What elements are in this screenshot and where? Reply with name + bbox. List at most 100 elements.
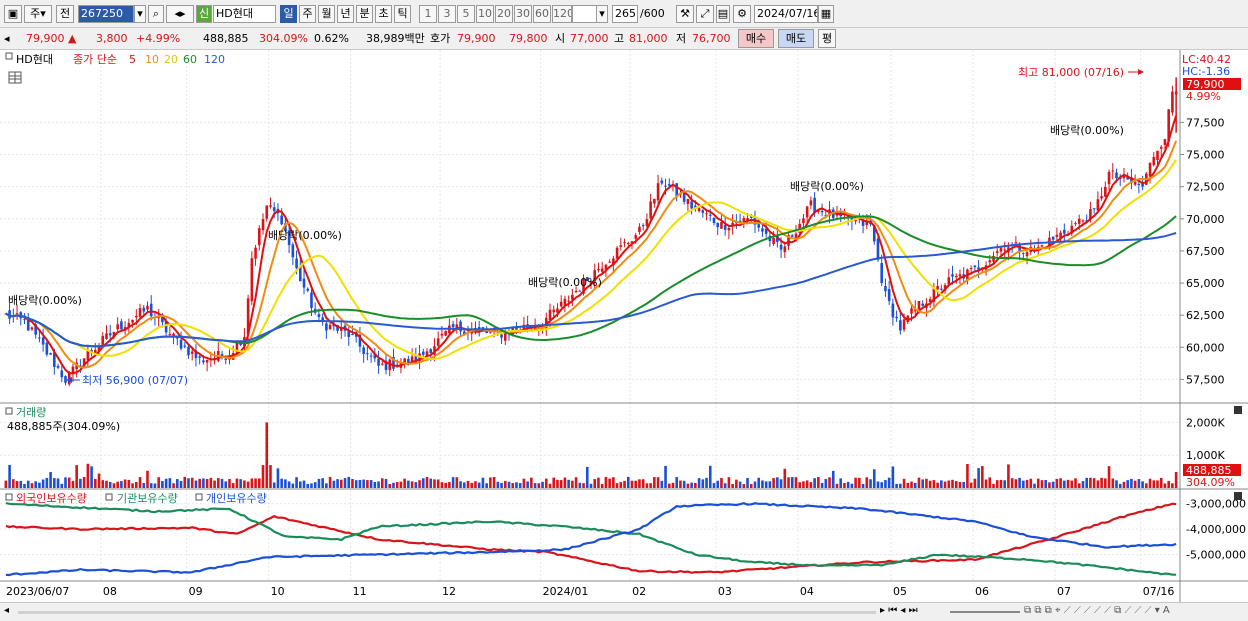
- volume-bar-24: [94, 479, 97, 488]
- candle-body-30: [116, 324, 119, 330]
- volume-bar-155: [582, 483, 585, 488]
- candle-body-268: [1003, 249, 1006, 251]
- date-input[interactable]: 2024/07/16: [754, 5, 818, 23]
- period-button-1[interactable]: 주: [299, 5, 316, 23]
- volume-bar-26: [101, 480, 105, 488]
- period-button-5[interactable]: 초: [375, 5, 392, 23]
- stock-name-field[interactable]: HD현대: [213, 5, 276, 23]
- volume-bar-71: [269, 465, 272, 488]
- holdings-tick-0: -3,000,000: [1186, 498, 1246, 511]
- candle-body-39: [149, 303, 153, 317]
- high-label: 고: [614, 32, 625, 45]
- period-button-6[interactable]: 틱: [394, 5, 411, 23]
- period-button-2[interactable]: 월: [318, 5, 335, 23]
- volume-bar-64: [243, 480, 246, 488]
- interval-button-3[interactable]: 3: [438, 5, 456, 23]
- candle-body-180: [675, 183, 679, 196]
- candle-body-71: [269, 205, 272, 207]
- foreign-holdings-line: [5, 502, 1177, 574]
- volume-bar-183: [686, 483, 690, 488]
- price-tick-8: 77,500: [1186, 116, 1225, 129]
- scroll-left-icon[interactable]: ◂: [4, 605, 10, 616]
- prev-button[interactable]: 전: [56, 5, 74, 23]
- low-price: 76,700: [692, 32, 731, 45]
- average-button[interactable]: 평: [818, 29, 836, 48]
- period-type-select[interactable]: 주▾: [24, 5, 52, 23]
- interval-button-120[interactable]: 120: [552, 5, 572, 23]
- chart-tools-icon[interactable]: ⚒: [676, 5, 694, 23]
- volume-bar-4: [19, 480, 23, 488]
- volume-bar-228: [854, 477, 857, 488]
- candle-body-123: [462, 331, 466, 336]
- interval-button-10[interactable]: 10: [476, 5, 494, 23]
- volume-bar-87: [328, 476, 332, 488]
- credit-badge: 신: [196, 5, 212, 23]
- scroll-track[interactable]: [18, 611, 876, 614]
- low-label: 저: [676, 32, 687, 45]
- period-button-4[interactable]: 분: [356, 5, 373, 23]
- candle-body-206: [772, 237, 775, 244]
- volume-bar-272: [1018, 477, 1021, 488]
- code-dropdown-icon[interactable]: ▾: [134, 5, 146, 23]
- zoom-slider[interactable]: [950, 611, 1020, 613]
- candle-body-231: [865, 221, 869, 226]
- window-icon[interactable]: ▣: [4, 5, 22, 23]
- save-icon[interactable]: ▤: [716, 5, 730, 23]
- candle-body-3: [15, 313, 19, 315]
- candle-body-6: [26, 316, 30, 331]
- unused-dropdown-icon[interactable]: ▾: [596, 5, 608, 23]
- scrollbar[interactable]: ◂ ▸ ⏮ ◂ ⏭ ⧉ ⧉ ⧉ ⌖ ⟋ ⟋ ⟋ ⟋ ⟋ ⧉ ⟋ ⟋ ⟋ ▾ A: [0, 602, 1248, 621]
- candle-body-12: [49, 353, 52, 355]
- interval-button-60[interactable]: 60: [533, 5, 551, 23]
- volume-title: 거래량: [16, 406, 46, 419]
- candle-body-312: [1167, 109, 1170, 142]
- scroll-controls[interactable]: ▸ ⏮ ◂ ⏭: [880, 605, 918, 616]
- open-label: 시: [555, 32, 566, 45]
- code-input[interactable]: 267250: [78, 5, 134, 23]
- volume-bar-112: [421, 478, 425, 488]
- expand-icon[interactable]: ◂: [4, 32, 10, 45]
- volume-bar-88: [332, 480, 336, 488]
- interval-button-1[interactable]: 1: [419, 5, 437, 23]
- candle-body-265: [992, 255, 995, 262]
- volume-bar-303: [1133, 480, 1137, 488]
- volume-bar-298: [1115, 480, 1118, 488]
- buy-button[interactable]: 매수: [738, 29, 774, 48]
- volume-bar-218: [817, 477, 820, 488]
- candle-body-294: [1100, 196, 1103, 199]
- interval-button-20[interactable]: 20: [495, 5, 513, 23]
- interval-button-5[interactable]: 5: [457, 5, 475, 23]
- toolbar: ▣ 주▾ 전 267250 ▾ ⌕ ◂▸ 신 HD현대 ▾ 265 /600 ⚒…: [0, 0, 1248, 28]
- volume-tag: 488,885: [1186, 464, 1232, 477]
- sell-button[interactable]: 매도: [778, 29, 814, 48]
- count-input[interactable]: 265: [612, 5, 638, 23]
- holdings-close-icon[interactable]: [1234, 492, 1242, 500]
- x-label-11: 06: [975, 585, 989, 598]
- volume-bar-103: [388, 484, 392, 488]
- period-button-3[interactable]: 년: [337, 5, 354, 23]
- volume-bar-208: [779, 479, 783, 488]
- candle-body-47: [179, 339, 183, 349]
- gear-icon[interactable]: ⚙: [733, 5, 751, 23]
- volume-value: 488,885: [203, 32, 249, 45]
- volume-close-icon[interactable]: [1234, 406, 1242, 414]
- interval-button-30[interactable]: 30: [514, 5, 532, 23]
- sound-icon[interactable]: ◂▸: [166, 5, 194, 23]
- draw-tools-icon[interactable]: ⤢: [696, 5, 714, 23]
- volume-bar-185: [694, 482, 697, 488]
- period-button-0[interactable]: 일: [280, 5, 297, 23]
- volume-bar-79: [298, 481, 302, 488]
- volume-bar-45: [172, 483, 175, 488]
- volume-bar-285: [1066, 479, 1070, 488]
- volume-bar-158: [593, 479, 597, 488]
- volume-bar-156: [585, 466, 589, 488]
- candle-body-75: [284, 223, 287, 232]
- drawing-tools[interactable]: ⧉ ⧉ ⧉ ⌖ ⟋ ⟋ ⟋ ⟋ ⟋ ⧉ ⟋ ⟋ ⟋ ▾ A: [1024, 605, 1170, 616]
- candle-body-101: [380, 363, 384, 365]
- candle-body-204: [764, 228, 768, 234]
- volume-bar-187: [701, 479, 705, 488]
- candle-body-169: [634, 235, 638, 239]
- calendar-icon[interactable]: ▦: [818, 5, 834, 23]
- search-icon[interactable]: ⌕: [148, 5, 164, 23]
- candle-body-27: [105, 333, 108, 339]
